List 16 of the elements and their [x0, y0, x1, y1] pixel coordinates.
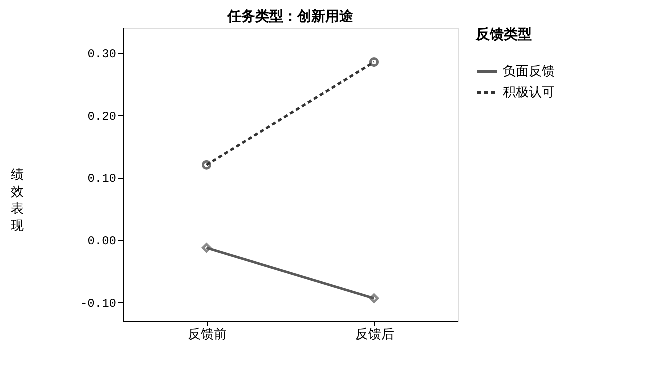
point [369, 294, 380, 304]
point [369, 58, 380, 68]
point [202, 243, 212, 253]
y-tick-label: -0.10 [80, 296, 116, 311]
legend-label: 负面反馈 [503, 64, 555, 80]
y-tick-label: 0.30 [88, 47, 116, 62]
legend-title: 反馈类型 [475, 26, 532, 43]
y-tick-label: 0.20 [88, 110, 116, 124]
y-tick-label: 0.00 [88, 234, 116, 248]
point [202, 160, 212, 170]
chart-title: 任务类型：创新用途 [226, 8, 354, 25]
legend-label: 积极认可 [503, 86, 555, 100]
x-tick-label: 反馈后 [355, 328, 394, 342]
x-tick-label: 反馈前 [188, 328, 227, 342]
y-tick-label: 0.10 [88, 172, 116, 186]
y-axis-title: 绩效表现 [10, 168, 24, 234]
